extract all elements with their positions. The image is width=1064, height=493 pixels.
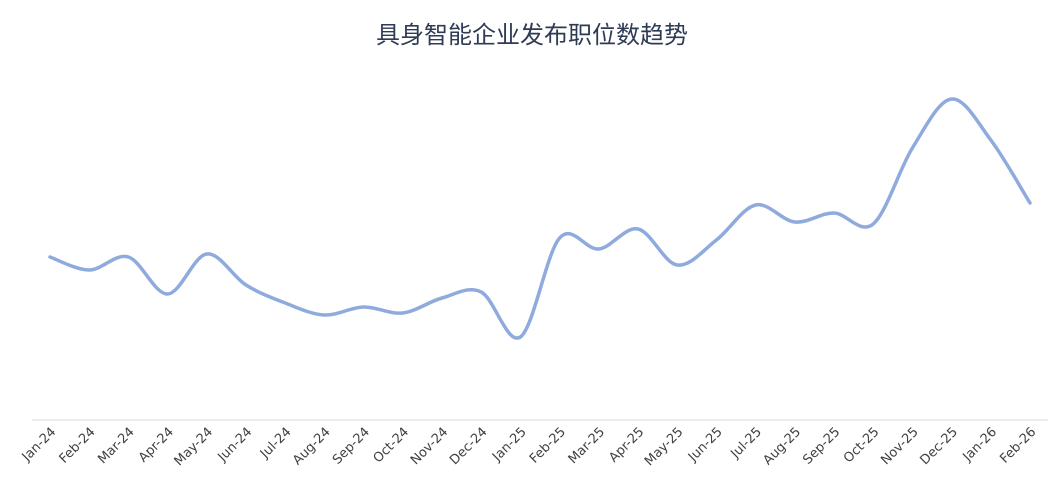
x-tick-label: Jun-24 xyxy=(215,425,256,466)
x-tick-label: Dec-24 xyxy=(447,425,490,468)
x-tick-label: May-24 xyxy=(172,425,216,469)
x-tick-label: Aug-25 xyxy=(761,425,805,469)
x-tick-label: Feb-26 xyxy=(997,425,1039,467)
x-tick-label: Apr-24 xyxy=(136,425,177,466)
x-tick-label: Sep-24 xyxy=(330,425,373,468)
x-tick-label: Jan-26 xyxy=(960,425,1001,466)
x-tick-label: Jan-25 xyxy=(489,425,530,466)
x-tick-label: Mar-25 xyxy=(566,425,608,467)
x-tick-label: Feb-24 xyxy=(57,425,99,467)
x-tick-label: Aug-24 xyxy=(290,425,334,469)
x-tick-label: Dec-25 xyxy=(917,425,960,468)
x-tick-label: Sep-25 xyxy=(800,425,843,468)
x-tick-label: May-25 xyxy=(642,425,686,469)
line xyxy=(48,97,1032,340)
x-tick-label: Oct-24 xyxy=(371,425,413,467)
x-tick-label: Oct-25 xyxy=(841,425,883,467)
x-tick-label: Jul-24 xyxy=(257,425,294,462)
x-tick-label: Mar-24 xyxy=(95,425,137,467)
x-tick-label: Jul-25 xyxy=(727,425,764,462)
x-tick-label: Jan-24 xyxy=(19,425,60,466)
x-tick-label: Jun-25 xyxy=(685,425,726,466)
x-tick-label: Nov-24 xyxy=(408,425,451,468)
chart-title: 具身智能企业发布职位数趋势 xyxy=(376,21,688,49)
x-tick-label: Nov-25 xyxy=(878,425,921,468)
x-tick-label: Apr-25 xyxy=(606,425,647,466)
x-tick-label: Feb-25 xyxy=(527,425,569,467)
